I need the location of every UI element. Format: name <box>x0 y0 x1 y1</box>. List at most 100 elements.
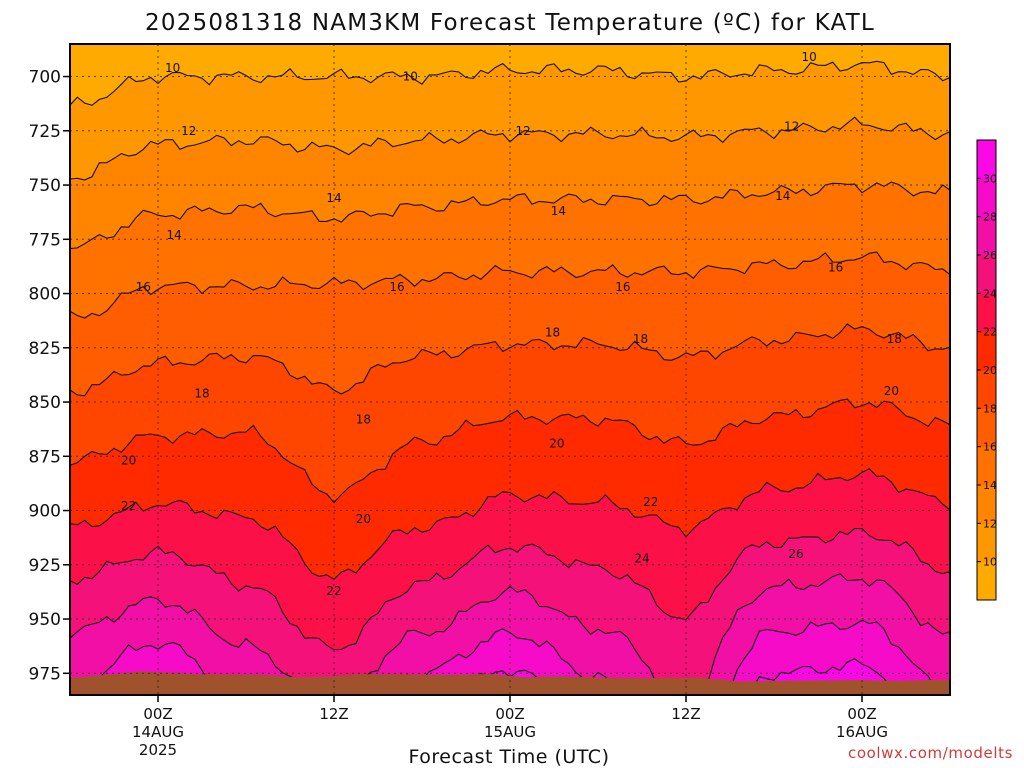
grid-lines <box>70 44 950 695</box>
colorbar-swatch <box>977 446 996 486</box>
contour-label-text: 16 <box>136 280 151 294</box>
colorbar-tick-label: 14 <box>983 479 997 492</box>
contour-label-text: 12 <box>181 124 196 138</box>
contour-label-text: 18 <box>633 332 648 346</box>
colorbar-swatch <box>977 216 996 256</box>
contour-label-text: 20 <box>121 454 136 468</box>
contour-label: 14 <box>551 204 566 218</box>
colorbar-tick-label: 28 <box>983 211 997 224</box>
contour-label: 18 <box>356 412 371 426</box>
contour-label: 16 <box>136 280 151 294</box>
contour-label: 24 <box>634 551 649 565</box>
contour-label: 12 <box>181 124 196 138</box>
colorbar-swatch <box>977 178 996 218</box>
contour-22 <box>70 468 950 580</box>
colorbar-tick-label: 16 <box>983 441 997 454</box>
credit-text: coolwx.com/modelts <box>848 744 1013 762</box>
y-tick-label: 950 <box>29 610 61 630</box>
contour-label-text: 22 <box>643 495 658 509</box>
contour-label: 14 <box>775 189 790 203</box>
band-28 <box>70 620 940 695</box>
temperature-bands <box>70 44 950 695</box>
colorbar-swatch <box>977 331 996 371</box>
x-tick-label: 14AUG <box>132 723 184 741</box>
contour-26 <box>70 573 950 695</box>
contour-label: 20 <box>121 454 136 468</box>
contour-label: 20 <box>884 384 899 398</box>
contour-label-text: 14 <box>551 204 566 218</box>
colorbar-swatch <box>977 293 996 333</box>
contour-label: 26 <box>788 547 803 561</box>
x-tick-label: 2025 <box>139 741 177 759</box>
y-tick-label: 775 <box>29 230 61 250</box>
contour-label-text: 22 <box>326 584 341 598</box>
contour-label: 16 <box>828 261 843 275</box>
contour-label-text: 16 <box>615 280 630 294</box>
chart-title: 2025081318 NAM3KM Forecast Temperature (… <box>145 10 875 36</box>
contour-label-text: 10 <box>403 70 418 84</box>
y-tick-label: 925 <box>29 556 61 576</box>
contour-label: 12 <box>784 119 799 133</box>
x-tick-label: 12Z <box>671 705 700 723</box>
contour-16 <box>70 251 950 319</box>
colorbar: 10 12 14 16 18 20 22 24 26 28 30 <box>976 139 997 601</box>
y-tick-label: 750 <box>29 176 61 196</box>
contour-label: 10 <box>802 50 817 64</box>
colorbar-swatch <box>977 140 996 179</box>
y-tick-label: 875 <box>29 447 61 467</box>
contour-label-text: 16 <box>828 261 843 275</box>
contour-label: 10 <box>165 61 180 75</box>
colorbar-swatch <box>977 485 996 524</box>
x-tick-label: 00Z <box>495 705 524 723</box>
contour-label-text: 12 <box>516 124 531 138</box>
contour-label-text: 22 <box>121 499 136 513</box>
y-tick-label: 975 <box>29 664 61 684</box>
contour-label: 18 <box>194 386 209 400</box>
contour-label-text: 14 <box>326 191 341 205</box>
contour-label-text: 14 <box>775 189 790 203</box>
contour-label: 16 <box>389 280 404 294</box>
contour-label-text: 18 <box>194 386 209 400</box>
contour-label-text: 18 <box>545 326 560 340</box>
y-tick-label: 725 <box>29 122 61 142</box>
colorbar-swatch <box>977 408 996 448</box>
colorbar-swatch <box>977 255 996 294</box>
colorbar-swatch <box>977 561 996 601</box>
colorbar-swatch <box>977 523 996 563</box>
contour-label: 18 <box>633 332 648 346</box>
y-tick-label: 700 <box>29 68 61 88</box>
surface-ground <box>70 671 950 695</box>
x-tick-label: 15AUG <box>484 723 536 741</box>
contour-20 <box>70 398 950 504</box>
contour-label-text: 20 <box>356 512 371 526</box>
colorbar-tick-label: 12 <box>983 517 997 530</box>
contour-label-text: 10 <box>165 61 180 75</box>
y-tick-label: 900 <box>29 502 61 522</box>
contour-label: 22 <box>326 584 341 598</box>
colorbar-swatch <box>977 370 996 409</box>
contour-label: 20 <box>549 436 564 450</box>
band-30 <box>137 658 904 695</box>
contour-10 <box>70 60 950 106</box>
x-tick-label: 16AUG <box>836 723 888 741</box>
colorbar-tick-label: 26 <box>983 249 997 262</box>
contour-label: 18 <box>887 332 902 346</box>
colorbar-tick-label: 20 <box>983 364 997 377</box>
x-axis-label: Forecast Time (UTC) <box>409 746 610 768</box>
colorbar-tick-label: 18 <box>983 402 997 415</box>
contour-14 <box>70 181 950 250</box>
y-tick-label: 850 <box>29 393 61 413</box>
contour-labels: 10 10 10 12 12 12 14 14 14 14 16 16 16 16 18 18 18 18 18 20… <box>121 50 902 598</box>
colorbar-tick-label: 22 <box>983 326 997 339</box>
contour-label: 16 <box>615 280 630 294</box>
contour-label: 22 <box>643 495 658 509</box>
contour-label-text: 18 <box>356 412 371 426</box>
x-tick-label: 12Z <box>319 705 348 723</box>
colorbar-tick-label: 30 <box>983 172 997 185</box>
colorbar-tick-label: 24 <box>983 287 997 300</box>
contour-label-text: 10 <box>802 50 817 64</box>
contour-label: 14 <box>326 191 341 205</box>
contour-label-text: 18 <box>887 332 902 346</box>
